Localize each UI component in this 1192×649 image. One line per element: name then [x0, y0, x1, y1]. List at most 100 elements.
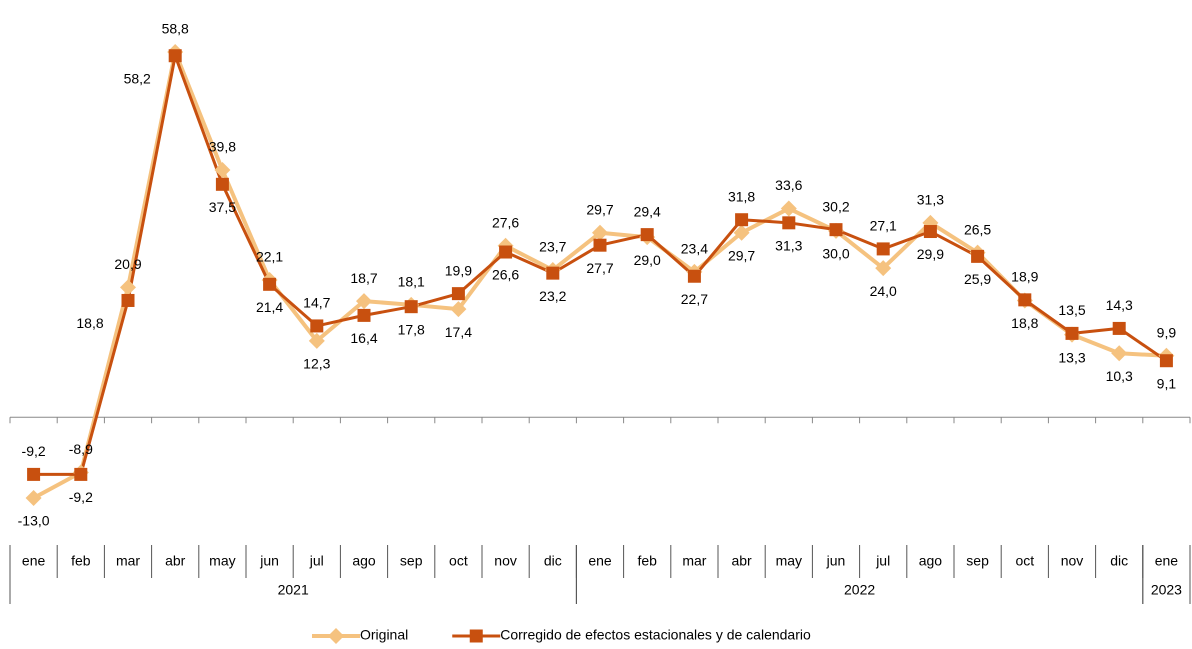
data-point: [971, 249, 985, 263]
data-label: 29,9: [917, 246, 944, 262]
data-label: 9,9: [1157, 324, 1177, 340]
x-tick-label: jun: [826, 553, 846, 569]
data-label: 18,8: [76, 315, 103, 331]
data-point: [1018, 293, 1032, 307]
data-point: [592, 224, 608, 241]
data-label: -9,2: [22, 443, 46, 459]
data-point: [593, 238, 607, 252]
data-label: 30,0: [822, 246, 849, 262]
data-label: 25,9: [964, 271, 991, 287]
data-label: 31,3: [775, 238, 802, 254]
data-label: 29,0: [634, 252, 661, 268]
x-tick-label: dic: [544, 553, 562, 569]
data-point: [499, 245, 513, 259]
data-label: 24,0: [870, 283, 897, 299]
x-tick-label: ene: [588, 553, 612, 569]
data-label: 29,7: [728, 247, 755, 263]
x-tick-label: nov: [494, 553, 517, 569]
data-label: 23,7: [539, 239, 566, 255]
x-tick-label: mar: [682, 553, 706, 569]
x-tick-label: ago: [352, 553, 376, 569]
data-point: [356, 293, 372, 310]
x-tick-label: ene: [1155, 553, 1179, 569]
x-tick-label: sep: [966, 553, 989, 569]
x-tick-label: dic: [1110, 553, 1128, 569]
data-label: 26,6: [492, 267, 519, 283]
data-label: 16,4: [350, 330, 377, 346]
data-label: 14,3: [1106, 297, 1133, 313]
data-label: 33,6: [775, 177, 802, 193]
data-point: [1159, 354, 1173, 368]
data-point: [308, 332, 325, 349]
data-label: 19,9: [445, 262, 472, 278]
data-label: 22,1: [256, 249, 283, 265]
legend-marker: [469, 629, 483, 643]
data-point: [546, 266, 560, 280]
data-label: 26,5: [964, 221, 991, 237]
legend-marker: [328, 628, 344, 644]
data-label: 30,2: [822, 198, 849, 214]
legend-label: Original: [360, 627, 408, 643]
data-point: [25, 490, 42, 506]
data-point: [782, 216, 796, 230]
data-point: [404, 300, 418, 314]
x-tick-label: nov: [1061, 553, 1084, 569]
data-label: -9,2: [69, 489, 93, 505]
data-label: 14,7: [303, 295, 330, 311]
data-label: 13,3: [1058, 349, 1085, 365]
data-label: 13,5: [1058, 302, 1085, 318]
data-label: 27,6: [492, 215, 519, 231]
x-tick-label: may: [209, 553, 235, 569]
x-tick-label: sep: [400, 553, 423, 569]
data-label: 18,1: [398, 274, 425, 290]
data-label: 12,3: [303, 356, 330, 372]
x-tick-label: abr: [165, 553, 186, 569]
data-label: -13,0: [18, 513, 50, 529]
data-label: 18,9: [1011, 269, 1038, 285]
data-label: 10,3: [1106, 368, 1133, 384]
data-point: [450, 301, 467, 318]
data-point: [215, 177, 229, 191]
data-point: [263, 277, 277, 291]
year-label: 2021: [278, 582, 309, 598]
data-point: [357, 308, 371, 322]
data-point: [923, 225, 937, 239]
data-point: [640, 228, 654, 242]
x-tick-label: may: [776, 553, 802, 569]
data-label: -8,9: [69, 441, 93, 457]
data-label: 22,7: [681, 291, 708, 307]
x-tick-label: oct: [449, 553, 468, 569]
data-point: [735, 213, 749, 227]
data-label: 21,4: [256, 299, 283, 315]
data-point: [733, 224, 750, 241]
x-tick-label: oct: [1015, 553, 1034, 569]
data-point: [121, 293, 135, 307]
data-point: [214, 162, 231, 179]
data-label: 37,5: [209, 199, 236, 215]
data-label: 27,1: [870, 218, 897, 234]
data-label: 18,8: [1011, 315, 1038, 331]
x-tick-label: mar: [116, 553, 140, 569]
x-tick-label: jul: [309, 553, 324, 569]
x-tick-label: feb: [71, 553, 91, 569]
year-label: 2023: [1151, 582, 1182, 598]
data-label: 29,7: [586, 201, 613, 217]
data-label: 23,4: [681, 241, 708, 257]
data-point: [780, 200, 797, 217]
data-label: 23,2: [539, 288, 566, 304]
x-tick-label: jul: [875, 553, 890, 569]
data-point: [687, 269, 701, 283]
data-point: [27, 467, 41, 481]
data-point: [168, 49, 182, 63]
data-point: [829, 223, 843, 237]
legend-label: Corregido de efectos estacionales y de c…: [500, 627, 811, 643]
year-label: 2022: [844, 582, 875, 598]
data-label: 58,2: [124, 70, 151, 86]
x-tick-label: jun: [259, 553, 279, 569]
data-label: 17,8: [398, 321, 425, 337]
data-label: 31,8: [728, 188, 755, 204]
x-tick-label: abr: [731, 553, 752, 569]
data-point: [310, 319, 324, 333]
data-point: [1111, 345, 1128, 362]
